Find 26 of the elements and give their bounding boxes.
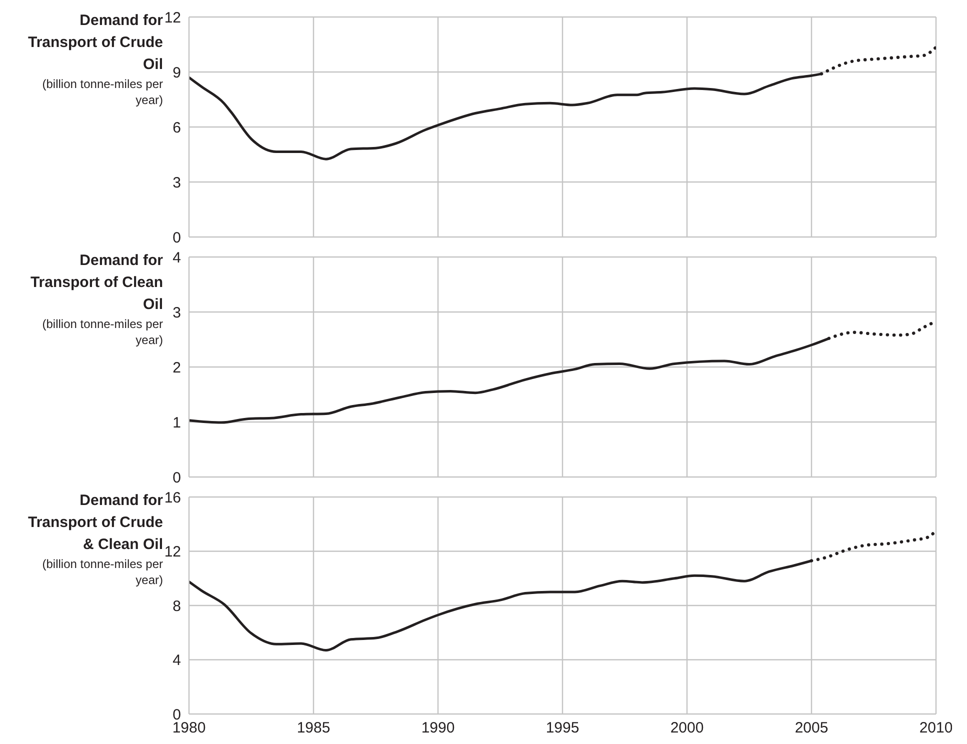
y-tick-label: 16 bbox=[164, 489, 181, 506]
y-tick-label: 2 bbox=[172, 359, 181, 376]
text: Demand for Transport of Crude & Clean Oil bbox=[26, 491, 163, 555]
y-tick-label: 6 bbox=[172, 119, 181, 136]
y-tick-label: 12 bbox=[164, 9, 181, 26]
y-tick-label: 9 bbox=[172, 64, 181, 82]
y-tick-label: 0 bbox=[172, 229, 181, 246]
y-tick-label: 1 bbox=[172, 414, 181, 432]
y-axis-title: (billion tonne-miles per year) bbox=[41, 556, 163, 588]
y-tick-label: 4 bbox=[172, 652, 181, 670]
y-axis-title: (billion tonne-miles per year) bbox=[41, 76, 163, 108]
y-tick-label: 3 bbox=[172, 304, 181, 322]
text: Demand for Transport of Crude Oil bbox=[26, 11, 163, 75]
y-tick-label: 4 bbox=[172, 249, 181, 266]
x-tick-label: 2005 bbox=[794, 720, 828, 737]
x-tick-label: 2000 bbox=[670, 720, 704, 737]
y-tick-label: 12 bbox=[164, 544, 181, 561]
y-tick-label: 3 bbox=[172, 174, 181, 192]
y-tick-label: 8 bbox=[172, 598, 181, 615]
x-tick-label: 1990 bbox=[421, 720, 455, 737]
y-tick-label: 0 bbox=[172, 469, 181, 486]
x-tick-label: 2010 bbox=[919, 720, 953, 737]
text: Demand for Transport of Clean Oil bbox=[29, 251, 163, 315]
y-axis-title: (billion tonne-miles per year) bbox=[41, 316, 163, 348]
x-tick-label: 1995 bbox=[546, 720, 580, 737]
x-tick-label: 1985 bbox=[296, 720, 330, 737]
